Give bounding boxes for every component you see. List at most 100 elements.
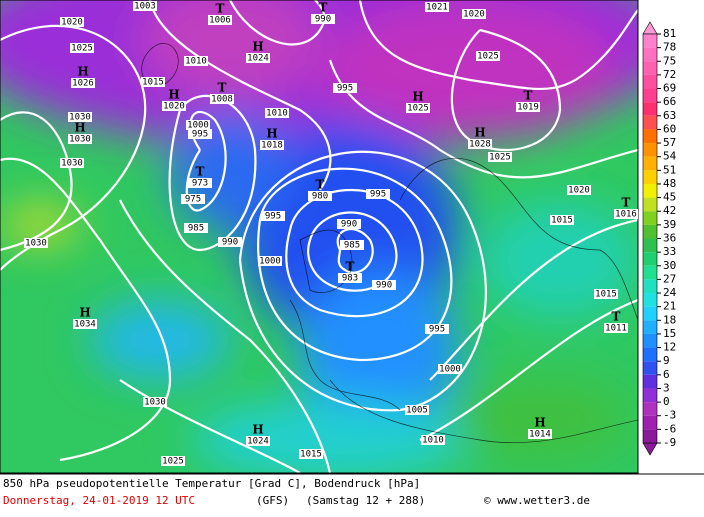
pressure-center-symbol: T xyxy=(218,81,227,95)
label-bg xyxy=(468,139,492,149)
isobar-label: 1030 xyxy=(25,239,47,249)
legend-swatch xyxy=(643,388,657,403)
legend-label: 15 xyxy=(663,327,676,340)
legend-swatch xyxy=(643,333,657,348)
legend-swatch xyxy=(643,306,657,321)
legend-label: 48 xyxy=(663,177,676,190)
legend-swatch xyxy=(643,102,657,116)
legend-label: 12 xyxy=(663,341,676,354)
label-bg xyxy=(476,51,500,61)
label-bg xyxy=(425,324,449,334)
label-bg xyxy=(528,429,552,439)
pressure-center-symbol: T xyxy=(524,89,533,103)
pressure-center-value: 1016 xyxy=(615,210,637,220)
footer-model: (GFS) xyxy=(256,494,289,507)
label-bg xyxy=(333,83,357,93)
isobar-label: 995 xyxy=(370,190,386,200)
label-bg xyxy=(70,43,94,53)
legend-swatch xyxy=(643,115,657,130)
map-labels: H1026H1030T973H1018H1024T1006T990T1008H1… xyxy=(24,1,638,467)
isobar-label: 1003 xyxy=(134,2,156,12)
isobar-label: 1020 xyxy=(61,18,83,28)
isobar-label: 985 xyxy=(188,224,204,234)
map-field xyxy=(0,0,638,473)
isobar-label: 975 xyxy=(185,195,201,205)
legend-swatch xyxy=(643,252,657,266)
legend-arrow-bottom xyxy=(642,442,658,456)
label-bg xyxy=(188,178,212,188)
legend-swatch xyxy=(643,320,657,334)
legend-swatch xyxy=(643,224,657,239)
isobar-label: 1010 xyxy=(422,436,444,446)
legend-swatch xyxy=(643,197,657,212)
legend-swatch xyxy=(643,156,657,171)
legend-swatch xyxy=(643,74,657,89)
legend-label: -9 xyxy=(663,436,676,449)
legend-swatch xyxy=(643,143,657,157)
isobar-label: 985 xyxy=(344,241,360,251)
legend-arrow-top xyxy=(642,21,658,35)
label-bg xyxy=(60,158,84,168)
legend-swatch xyxy=(643,293,657,307)
legend-label: 6 xyxy=(663,368,670,381)
isobar-label: 1015 xyxy=(551,216,573,226)
isobar-label: 995 xyxy=(265,212,281,222)
legend-label: 24 xyxy=(663,286,677,299)
legend-swatch xyxy=(643,170,657,184)
isobar-label: 1021 xyxy=(426,3,448,13)
label-bg xyxy=(184,56,208,66)
legend-label: -6 xyxy=(663,422,676,435)
legend-label: 63 xyxy=(663,109,676,122)
label-bg xyxy=(260,140,284,150)
legend-label: 9 xyxy=(663,354,670,367)
legend-label: 75 xyxy=(663,54,676,67)
legend-swatch xyxy=(643,34,657,48)
isobars xyxy=(0,0,638,473)
label-bg xyxy=(337,219,361,229)
pressure-center-symbol: H xyxy=(252,40,263,54)
legend-swatch xyxy=(643,211,657,225)
label-bg xyxy=(133,1,157,11)
pressure-center-symbol: H xyxy=(474,126,485,140)
isobar-label: 995 xyxy=(192,130,208,140)
legend-swatch xyxy=(643,361,657,375)
isobar-label: 995 xyxy=(337,84,353,94)
label-bg xyxy=(246,53,270,63)
label-bg xyxy=(406,103,430,113)
pressure-center-symbol: T xyxy=(612,310,621,324)
legend-label: 57 xyxy=(663,136,676,149)
isobar-label: 1025 xyxy=(71,44,93,54)
label-bg xyxy=(438,364,462,374)
legend-swatch xyxy=(643,129,657,144)
isobar-label: 1025 xyxy=(489,153,511,163)
legend-label: 60 xyxy=(663,122,676,135)
label-bg xyxy=(188,129,212,139)
isobar-label: 995 xyxy=(429,325,445,335)
label-bg xyxy=(246,436,270,446)
isobar-label: 990 xyxy=(341,220,357,230)
isobar-label: 1025 xyxy=(477,52,499,62)
label-bg xyxy=(308,191,332,201)
legend-swatch xyxy=(643,279,657,294)
legend-swatch xyxy=(643,415,657,430)
legend-label: 3 xyxy=(663,381,670,394)
label-bg xyxy=(550,215,574,225)
pressure-center-value: 1019 xyxy=(517,103,539,113)
pressure-center-symbol: T xyxy=(216,2,225,16)
label-bg xyxy=(184,223,208,233)
pressure-center-symbol: T xyxy=(346,260,355,274)
pressure-center-symbol: H xyxy=(77,65,88,79)
label-bg xyxy=(421,435,445,445)
pressure-center-value: 1026 xyxy=(72,79,94,89)
pressure-center-value: 1006 xyxy=(209,16,231,26)
legend-swatch xyxy=(643,265,657,280)
label-bg xyxy=(516,102,540,112)
isobar-label: 1020 xyxy=(463,10,485,20)
legend-label: 42 xyxy=(663,204,676,217)
label-bg xyxy=(366,189,390,199)
legend-label: 18 xyxy=(663,313,676,326)
isobar-label: 1000 xyxy=(439,365,461,375)
legend-swatch xyxy=(643,61,657,75)
label-bg xyxy=(24,238,48,248)
label-bg xyxy=(68,112,92,122)
